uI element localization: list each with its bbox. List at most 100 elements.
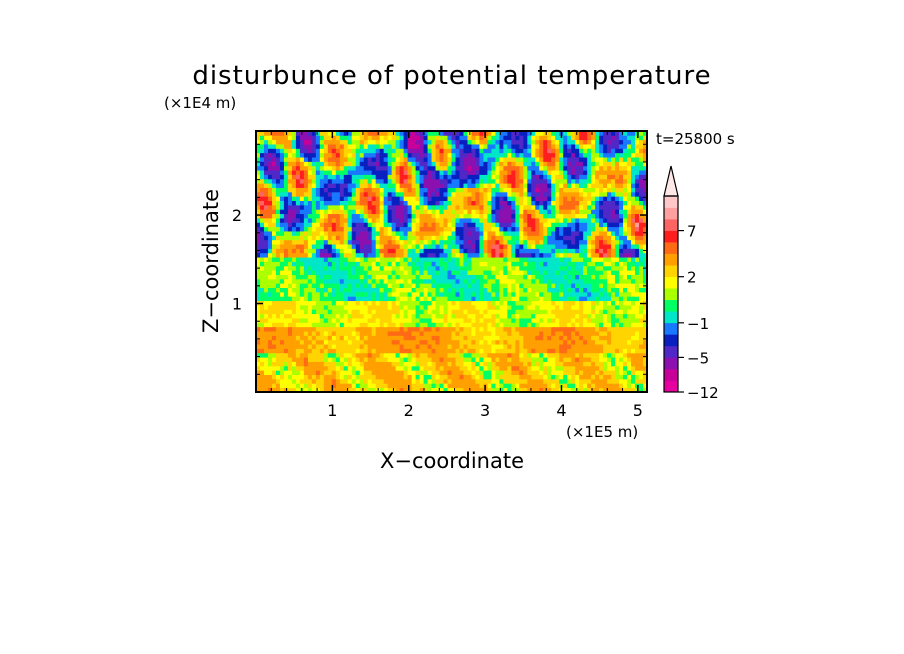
heatmap-cell <box>307 339 313 345</box>
heatmap-cell <box>407 291 412 297</box>
heatmap-cell <box>467 365 472 371</box>
heatmap-cell <box>523 278 528 284</box>
heatmap-cell <box>619 213 624 219</box>
heatmap-cell <box>483 204 488 210</box>
heatmap-cell <box>575 370 580 375</box>
heatmap-cell <box>455 252 460 258</box>
heatmap-cell <box>635 196 640 201</box>
heatmap-cell <box>531 309 536 315</box>
heatmap-cell <box>311 209 317 215</box>
heatmap-cell <box>391 370 397 375</box>
heatmap-cell <box>455 218 460 223</box>
heatmap-cell <box>563 361 568 367</box>
heatmap-cell <box>571 265 576 271</box>
heatmap-cell <box>435 348 440 354</box>
heatmap-cell <box>607 265 612 271</box>
heatmap-cell <box>279 357 285 362</box>
heatmap-cell <box>256 270 261 275</box>
heatmap-cell <box>399 274 405 280</box>
heatmap-cell <box>539 361 544 367</box>
heatmap-cell <box>367 296 373 302</box>
heatmap-cell <box>355 283 361 288</box>
heatmap-cell <box>627 278 632 284</box>
heatmap-cell <box>591 209 596 215</box>
heatmap-cell <box>479 209 484 215</box>
heatmap-cell <box>371 248 377 254</box>
heatmap-cell <box>256 209 261 215</box>
heatmap-cell <box>315 265 321 271</box>
heatmap-cell <box>487 244 492 249</box>
heatmap-cell <box>423 365 428 371</box>
heatmap-cell <box>403 387 409 392</box>
heatmap-cell <box>451 200 456 206</box>
heatmap-cell <box>423 174 428 180</box>
heatmap-cell <box>383 257 389 262</box>
heatmap-cell <box>371 218 377 223</box>
heatmap-cell <box>335 339 341 345</box>
heatmap-cell <box>383 378 389 384</box>
heatmap-cell <box>579 187 584 193</box>
heatmap-cell <box>371 244 377 249</box>
heatmap-cell <box>387 383 393 389</box>
heatmap-cell <box>415 170 420 175</box>
heatmap-cell <box>379 370 385 375</box>
heatmap-cell <box>335 378 341 384</box>
heatmap-cell <box>495 300 500 306</box>
heatmap-cell <box>607 183 612 188</box>
heatmap-cell <box>479 348 484 354</box>
heatmap-cell <box>519 265 524 271</box>
heatmap-cell <box>483 274 488 280</box>
heatmap-cell <box>347 378 353 384</box>
heatmap-cell <box>391 226 397 232</box>
heatmap-cell <box>531 222 536 228</box>
heatmap-cell <box>403 309 409 315</box>
heatmap-cell <box>283 222 289 228</box>
heatmap-cell <box>455 196 460 201</box>
heatmap-cell <box>299 296 305 302</box>
heatmap-cell <box>607 339 612 345</box>
heatmap-cell <box>471 170 476 175</box>
heatmap-cell <box>279 235 285 241</box>
heatmap-cell <box>507 209 512 215</box>
heatmap-cell <box>323 183 329 188</box>
heatmap-cell <box>275 296 281 302</box>
heatmap-cell <box>571 248 576 254</box>
heatmap-cell <box>256 305 261 310</box>
heatmap-cell <box>619 244 624 249</box>
heatmap-cell <box>627 374 632 380</box>
heatmap-cell <box>439 218 444 223</box>
heatmap-cell <box>427 222 432 228</box>
heatmap-cell <box>467 278 472 284</box>
heatmap-cell <box>587 309 592 315</box>
heatmap-cell <box>511 274 516 280</box>
heatmap-cell <box>479 352 484 358</box>
heatmap-cell <box>479 305 484 310</box>
heatmap-cell <box>455 322 460 328</box>
heatmap-cell <box>419 265 424 271</box>
heatmap-cell <box>411 248 416 254</box>
heatmap-cell <box>499 187 504 193</box>
heatmap-cell <box>355 291 361 297</box>
heatmap-cell <box>519 187 524 193</box>
heatmap-cell <box>583 235 588 241</box>
heatmap-cell <box>487 196 492 201</box>
heatmap-cell <box>579 365 584 371</box>
heatmap-cell <box>595 365 600 371</box>
heatmap-cell <box>315 257 321 262</box>
heatmap-cell <box>347 287 353 293</box>
heatmap-cell <box>343 387 349 392</box>
heatmap-cell <box>399 344 405 349</box>
heatmap-cell <box>323 318 329 323</box>
heatmap-cell <box>391 265 397 271</box>
heatmap-cell <box>267 183 273 188</box>
heatmap-cell <box>547 309 552 315</box>
heatmap-cell <box>351 370 357 375</box>
heatmap-cell <box>367 222 373 228</box>
heatmap-cell <box>443 335 448 341</box>
heatmap-cell <box>527 370 532 375</box>
heatmap-cell <box>435 248 440 254</box>
heatmap-cell <box>471 352 476 358</box>
heatmap-cell <box>555 291 560 297</box>
heatmap-cell <box>499 261 504 267</box>
heatmap-cell <box>403 226 409 232</box>
